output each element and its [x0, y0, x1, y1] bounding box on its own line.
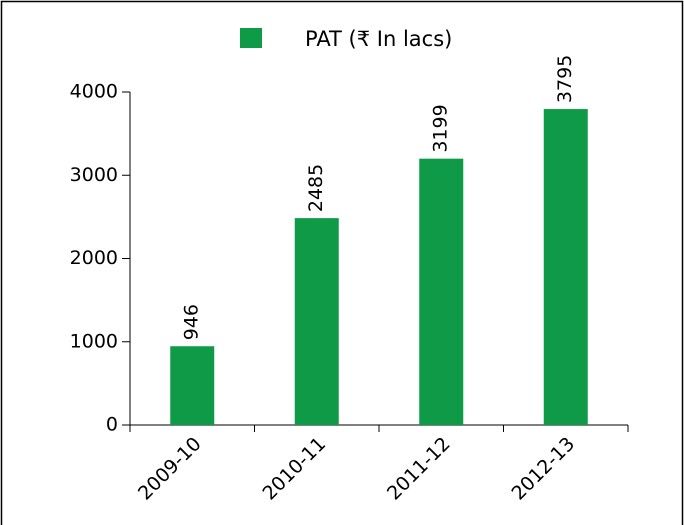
y-tick-label: 4000 [70, 81, 118, 103]
legend-label: PAT (₹ In lacs) [305, 27, 452, 51]
bar [170, 346, 215, 425]
y-tick-label: 3000 [70, 164, 118, 186]
bar [294, 218, 339, 425]
bar [543, 109, 588, 425]
x-tick-label: 2009-10 [134, 433, 206, 505]
y-tick-label: 2000 [70, 247, 118, 269]
x-tick-label: 2010-11 [258, 433, 330, 505]
x-tick-label: 2011-12 [383, 433, 455, 505]
y-tick-label: 0 [106, 414, 118, 436]
legend-swatch [240, 28, 262, 48]
value-label: 3199 [430, 104, 452, 152]
value-label: 2485 [305, 164, 327, 212]
value-label: 946 [181, 304, 203, 340]
value-label: 3795 [554, 55, 576, 103]
x-tick-label: 2012-13 [507, 433, 579, 505]
y-tick-label: 1000 [70, 330, 118, 352]
bar [419, 158, 464, 426]
